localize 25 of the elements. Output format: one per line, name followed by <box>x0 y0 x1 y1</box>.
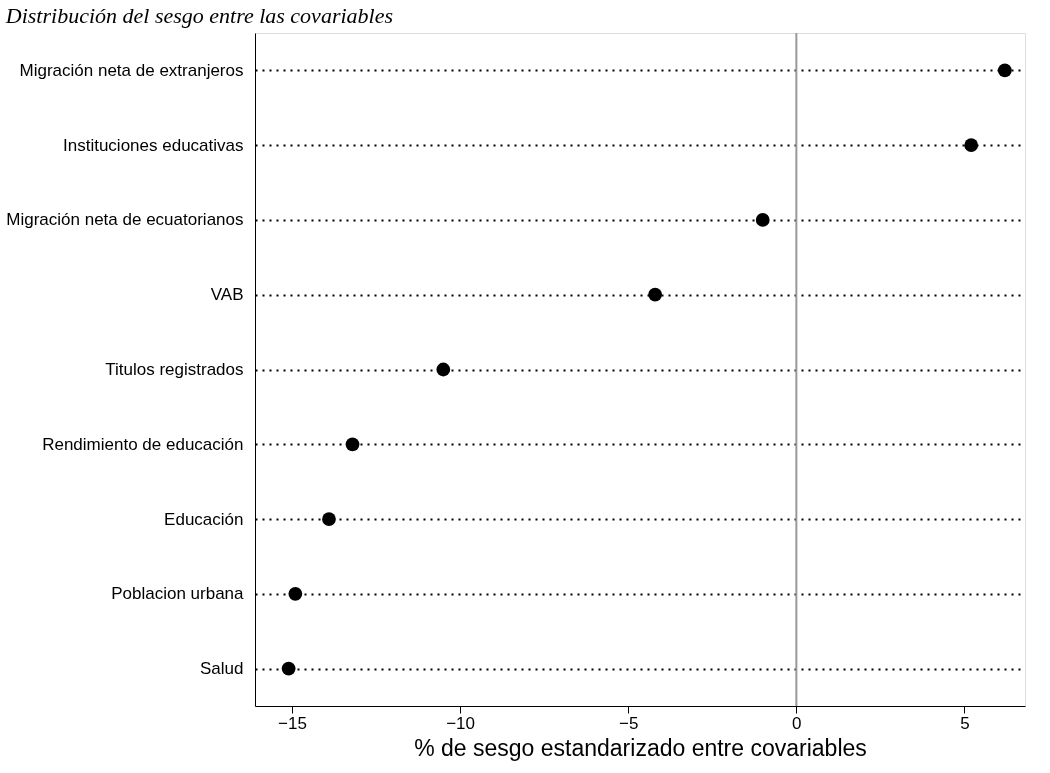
point <box>648 287 663 302</box>
x-tick-label: −15 <box>278 713 307 733</box>
x-tick-label: 0 <box>792 713 802 733</box>
y-tick-label: Titulos registrados <box>105 360 244 379</box>
y-tick-label: Educación <box>164 509 244 529</box>
y-tick-label: Migración neta de extranjeros <box>19 60 244 80</box>
x-tick-label: 5 <box>960 713 970 733</box>
point <box>322 512 336 526</box>
chart-title: Distribución del sesgo entre las covariables <box>4 3 393 28</box>
point <box>964 138 979 153</box>
y-tick-label: Salud <box>200 659 244 679</box>
x-axis-title: % de sesgo estandarizado entre covariables <box>414 734 867 761</box>
point <box>436 362 451 377</box>
point <box>288 586 303 601</box>
y-tick-label: VAB <box>210 285 244 305</box>
y-tick-label: Rendimiento de educación <box>42 434 244 454</box>
y-tick-label: Instituciones educativas <box>63 135 244 155</box>
point <box>345 437 360 452</box>
x-tick-label: −10 <box>446 713 476 733</box>
y-tick-label: Migración neta de ecuatorianos <box>6 210 244 230</box>
x-tick-label: −5 <box>619 713 639 733</box>
point <box>997 63 1012 78</box>
point <box>755 213 770 227</box>
y-tick-label: Poblacion urbana <box>111 584 245 604</box>
point <box>281 661 296 676</box>
